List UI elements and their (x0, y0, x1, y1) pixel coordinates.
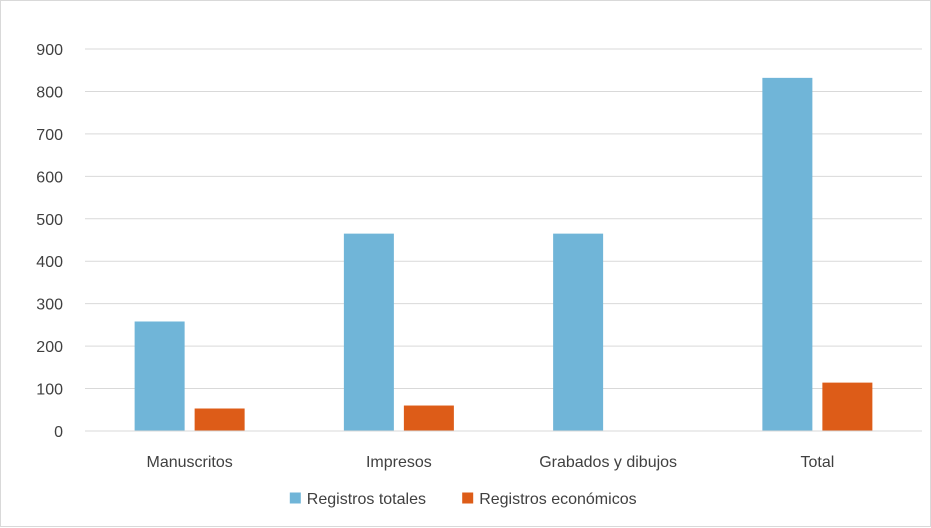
y-tick-label: 500 (36, 212, 63, 229)
y-tick-label: 0 (54, 424, 63, 441)
bar-registros-totales-2 (553, 233, 604, 431)
legend-swatch (462, 492, 474, 504)
bar-registros-totales-1 (343, 233, 394, 431)
legend-label: Registros económicos (479, 491, 636, 508)
legend-label: Registros totales (307, 491, 426, 508)
gridlines (85, 48, 922, 390)
legend-item-registros-economicos: Registros económicos (462, 491, 637, 508)
legend: Registros totales Registros económicos (289, 491, 637, 508)
x-tick-label: Manuscritos (147, 454, 233, 471)
legend-swatch (289, 492, 301, 504)
x-axis-ticks: Manuscritos Impresos Grabados y dibujos Tot… (147, 454, 835, 471)
y-tick-label: 900 (36, 42, 63, 59)
y-tick-label: 700 (36, 127, 63, 144)
y-tick-label: 200 (36, 339, 63, 356)
y-axis-ticks: 0 100 200 300 400 500 600 700 800 900 (36, 42, 63, 441)
bar-registros-totales-0 (134, 321, 185, 431)
x-tick-label: Grabados y dibujos (539, 454, 677, 471)
y-tick-label: 600 (36, 169, 63, 186)
bars (134, 77, 873, 432)
bar-registros-economicos-0 (194, 408, 245, 431)
legend-item-registros-totales: Registros totales (289, 491, 426, 508)
x-tick-label: Impresos (366, 454, 432, 471)
y-tick-label: 800 (36, 84, 63, 101)
x-tick-label: Total (800, 454, 834, 471)
y-tick-label: 100 (36, 382, 63, 399)
bar-registros-economicos-3 (822, 382, 873, 431)
bar-registros-economicos-1 (403, 405, 454, 431)
bar-registros-totales-3 (762, 77, 813, 432)
y-tick-label: 400 (36, 254, 63, 271)
y-tick-label: 300 (36, 297, 63, 314)
